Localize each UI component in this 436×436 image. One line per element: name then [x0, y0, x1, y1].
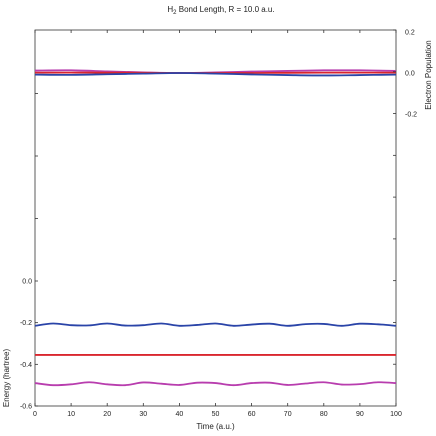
x-tick-label: 0 — [33, 411, 37, 418]
y-right-tick-label: 0.0 — [405, 71, 415, 78]
x-tick-label: 90 — [356, 411, 364, 418]
x-tick-label: 100 — [390, 411, 402, 418]
y-left-tick-label: 0.0 — [22, 279, 32, 286]
x-tick-label: 50 — [212, 411, 220, 418]
title-prefix: H — [167, 5, 173, 14]
title-subscript: 2 — [173, 10, 177, 16]
chart-title: H2 Bond Length, R = 10.0 a.u. — [167, 5, 274, 16]
svg-text:H2 Bond Length, R = 10.0 a.u.: H2 Bond Length, R = 10.0 a.u. — [167, 5, 274, 16]
x-tick-label: 60 — [248, 411, 256, 418]
y-left-tick-label: -0.2 — [20, 320, 32, 327]
x-axis-label: Time (a.u.) — [196, 422, 235, 431]
x-tick-label: 40 — [176, 411, 184, 418]
y-right-tick-label: 0.2 — [405, 30, 415, 37]
y-right-tick-label: -0.2 — [405, 112, 417, 119]
x-tick-label: 20 — [103, 411, 111, 418]
y-right-axis-label: Electron Population — [424, 40, 433, 109]
y-left-tick-label: -0.6 — [20, 404, 32, 411]
series-line-left-2 — [34, 381, 397, 387]
x-tick-label: 80 — [320, 411, 328, 418]
series-line-right-5 — [34, 72, 397, 77]
series-layer — [34, 69, 397, 387]
x-tick-label: 70 — [284, 411, 292, 418]
x-axis: 0 10 20 30 40 50 60 70 80 90 100 — [33, 30, 402, 418]
x-tick-label: 10 — [67, 411, 75, 418]
y-right-axis: 0.2 0.0 -0.2 — [393, 30, 417, 365]
y-left-axis-label: Energy (hartree) — [2, 349, 11, 408]
y-left-tick-label: -0.4 — [20, 362, 32, 369]
x-tick-label: 30 — [139, 411, 147, 418]
title-rest: Bond Length, R = 10.0 a.u. — [177, 5, 275, 14]
y-left-axis: 0.0 -0.2 -0.4 -0.6 — [20, 93, 38, 411]
plot-frame — [34, 29, 397, 407]
series-line-left-0 — [34, 322, 397, 327]
